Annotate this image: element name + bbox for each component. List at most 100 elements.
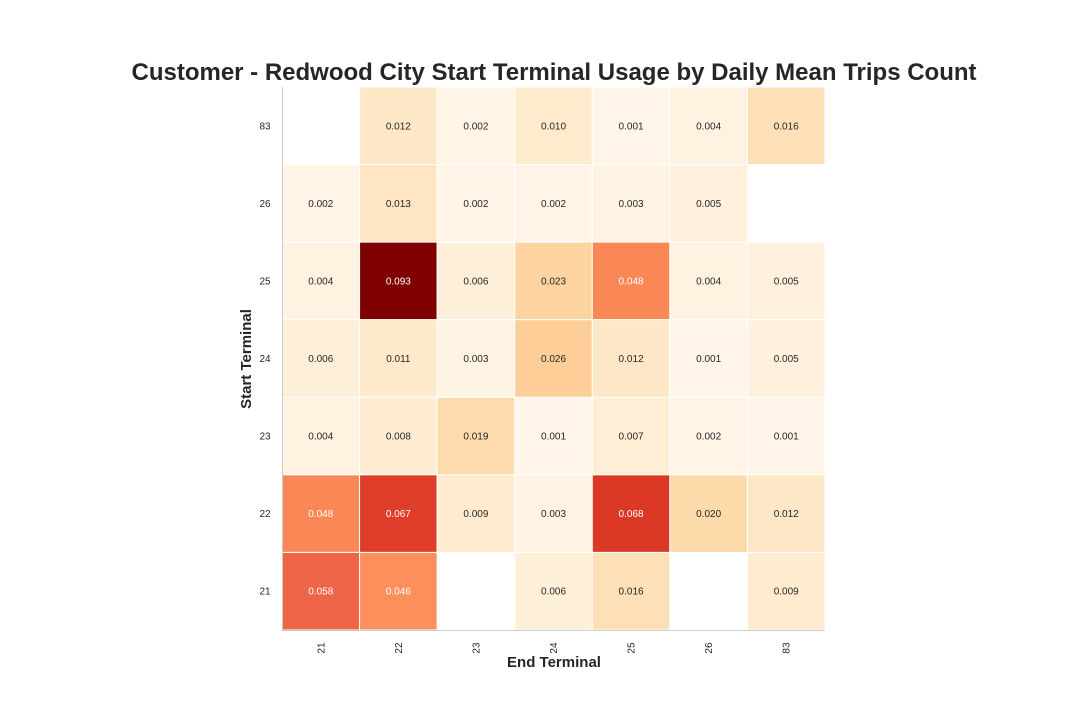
x-tick-label: 23 [471, 642, 482, 654]
heatmap-cell [359, 474, 438, 553]
chart-title: Customer - Redwood City Start Terminal U… [131, 59, 976, 86]
x-tick-label: 22 [394, 642, 405, 654]
heatmap-cell [359, 241, 438, 321]
x-axis-ticks: 21 22 23 24 25 26 83 [316, 642, 792, 654]
cell-value-label: 0.009 [463, 509, 488, 520]
heatmap-cell [436, 319, 516, 398]
cell-value-label: 0.003 [619, 199, 644, 210]
cell-value-label: 0.016 [774, 121, 799, 132]
heatmap-cell [746, 474, 826, 553]
cell-value-label: 0.007 [619, 432, 644, 443]
cell-value-label: 0.004 [696, 276, 721, 287]
y-tick-label: 23 [259, 432, 271, 443]
cell-value-label: 0.006 [541, 587, 566, 598]
x-tick-label: 25 [627, 642, 638, 654]
cell-value-label: 0.001 [696, 354, 721, 365]
cell-value-label: 0.003 [463, 354, 488, 365]
y-tick-label: 26 [259, 199, 271, 210]
cell-value-label: 0.004 [308, 276, 333, 287]
cell-value-label: 0.067 [386, 509, 411, 520]
x-tick-label: 21 [316, 642, 327, 654]
cell-value-label: 0.002 [541, 199, 566, 210]
cell-value-label: 0.002 [308, 199, 333, 210]
heatmap-cell [436, 474, 516, 553]
cell-value-label: 0.008 [386, 432, 411, 443]
heatmap-cell [359, 319, 438, 398]
cell-value-label: 0.002 [696, 432, 721, 443]
heatmap-cell [591, 474, 671, 553]
cell-value-label: 0.003 [541, 509, 566, 520]
heatmap-cell [669, 241, 748, 321]
heatmap-cell [591, 86, 671, 166]
cell-value-label: 0.068 [619, 509, 644, 520]
heatmap-cell [514, 474, 593, 553]
heatmap-cell [669, 474, 748, 553]
heatmap-cell [359, 164, 438, 243]
heatmap-cell [591, 241, 671, 321]
heatmap-cell [514, 241, 593, 321]
cell-value-label: 0.005 [696, 199, 721, 210]
cell-value-label: 0.010 [541, 121, 566, 132]
heatmap-cell [359, 551, 438, 631]
cell-value-label: 0.011 [386, 354, 411, 365]
y-tick-label: 21 [259, 587, 271, 598]
heatmap-cell [514, 551, 593, 631]
cell-value-label: 0.012 [774, 509, 799, 520]
y-tick-label: 24 [259, 354, 271, 365]
heatmap-cells: 0.012 0.002 0.010 0.001 0.004 0.016 0.002 0.013… [281, 86, 826, 631]
cell-value-label: 0.009 [774, 587, 799, 598]
cell-value-label: 0.048 [308, 509, 333, 520]
cell-value-label: 0.012 [619, 354, 644, 365]
cell-value-label: 0.001 [541, 432, 566, 443]
heatmap-cell [436, 86, 516, 166]
cell-value-label: 0.058 [308, 587, 333, 598]
x-tick-label: 83 [782, 642, 793, 654]
y-tick-label: 83 [259, 121, 271, 132]
cell-value-label: 0.001 [774, 432, 799, 443]
x-tick-label: 26 [704, 642, 715, 654]
y-axis-label: Start Terminal [238, 309, 255, 409]
cell-value-label: 0.093 [386, 276, 411, 287]
cell-value-label: 0.002 [463, 121, 488, 132]
cell-value-label: 0.012 [386, 121, 411, 132]
cell-value-label: 0.023 [541, 276, 566, 287]
cell-value-label: 0.005 [774, 276, 799, 287]
cell-value-label: 0.005 [774, 354, 799, 365]
cell-value-label: 0.019 [463, 432, 488, 443]
cell-value-label: 0.048 [619, 276, 644, 287]
cell-value-label: 0.046 [386, 587, 411, 598]
cell-value-label: 0.002 [463, 199, 488, 210]
cell-value-label: 0.006 [308, 354, 333, 365]
heatmap-cell [669, 319, 748, 398]
heatmap-cell [359, 86, 438, 166]
heatmap-cell [746, 86, 826, 166]
heatmap-cell [359, 396, 438, 476]
x-axis-label: End Terminal [507, 654, 601, 671]
cell-value-label: 0.013 [386, 199, 411, 210]
heatmap-cell [514, 164, 593, 243]
heatmap-cell [514, 86, 593, 166]
heatmap-cell [746, 241, 826, 321]
heatmap-cell [281, 241, 361, 321]
cell-value-label: 0.016 [619, 587, 644, 598]
heatmap-cell [591, 396, 671, 476]
y-axis-ticks: 83 26 25 24 23 22 21 [259, 121, 271, 597]
cell-value-label: 0.004 [308, 432, 333, 443]
heatmap-cell [746, 319, 826, 398]
heatmap-cell [514, 319, 593, 398]
heatmap-cell [591, 551, 671, 631]
heatmap-cell [669, 86, 748, 166]
y-tick-label: 22 [259, 509, 271, 520]
cell-value-label: 0.001 [619, 121, 644, 132]
heatmap-cell [281, 319, 361, 398]
heatmap-cell [669, 164, 748, 243]
heatmap-cell [746, 396, 826, 476]
x-tick-label: 24 [549, 642, 560, 654]
cell-value-label: 0.004 [696, 121, 721, 132]
heatmap-cell [436, 396, 516, 476]
cell-value-label: 0.020 [696, 509, 721, 520]
heatmap-cell [746, 551, 826, 631]
heatmap-cell [281, 396, 361, 476]
cell-value-label: 0.026 [541, 354, 566, 365]
y-tick-label: 25 [259, 276, 271, 287]
